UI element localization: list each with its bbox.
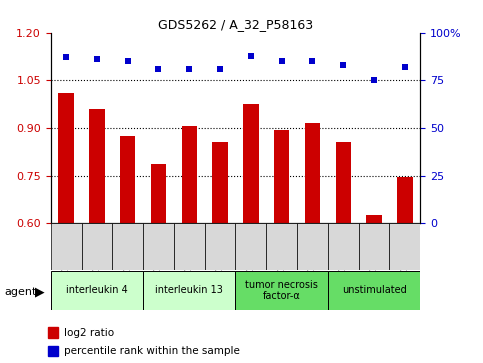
Title: GDS5262 / A_32_P58163: GDS5262 / A_32_P58163 bbox=[158, 19, 313, 32]
Bar bbox=[174, 223, 205, 270]
Bar bbox=[89, 109, 105, 223]
Text: interleukin 13: interleukin 13 bbox=[156, 285, 223, 295]
Point bbox=[247, 53, 255, 58]
Bar bbox=[58, 93, 74, 223]
Bar bbox=[151, 164, 166, 223]
Bar bbox=[213, 142, 228, 223]
Point bbox=[185, 66, 193, 72]
Bar bbox=[143, 223, 174, 270]
Point bbox=[124, 58, 131, 64]
Point bbox=[62, 54, 70, 60]
Bar bbox=[366, 215, 382, 223]
Bar bbox=[243, 104, 258, 223]
Bar bbox=[82, 223, 112, 270]
Bar bbox=[305, 123, 320, 223]
Bar bbox=[358, 223, 389, 270]
Point bbox=[370, 77, 378, 83]
Bar bbox=[48, 327, 58, 338]
Bar bbox=[236, 223, 266, 270]
Text: interleukin 4: interleukin 4 bbox=[66, 285, 128, 295]
Bar bbox=[112, 223, 143, 270]
Bar bbox=[266, 223, 297, 270]
Bar bbox=[397, 177, 412, 223]
Bar bbox=[143, 271, 236, 310]
Bar bbox=[182, 126, 197, 223]
Bar bbox=[336, 142, 351, 223]
Bar bbox=[51, 223, 82, 270]
Bar bbox=[120, 136, 135, 223]
Point bbox=[309, 58, 316, 64]
Point bbox=[93, 56, 101, 62]
Bar bbox=[51, 271, 143, 310]
Bar bbox=[274, 130, 289, 223]
Bar bbox=[205, 223, 236, 270]
Point bbox=[216, 66, 224, 72]
Text: agent: agent bbox=[5, 287, 37, 297]
Text: unstimulated: unstimulated bbox=[341, 285, 406, 295]
Point bbox=[278, 58, 285, 64]
Text: log2 ratio: log2 ratio bbox=[64, 328, 114, 338]
Text: ▶: ▶ bbox=[35, 286, 44, 299]
Point bbox=[155, 66, 162, 72]
Bar bbox=[297, 223, 328, 270]
Bar bbox=[236, 271, 328, 310]
Bar bbox=[48, 346, 58, 356]
Text: percentile rank within the sample: percentile rank within the sample bbox=[64, 346, 240, 356]
Point bbox=[401, 64, 409, 70]
Bar bbox=[389, 223, 420, 270]
Bar bbox=[328, 223, 358, 270]
Bar bbox=[328, 271, 420, 310]
Text: tumor necrosis
factor-α: tumor necrosis factor-α bbox=[245, 280, 318, 301]
Point bbox=[340, 62, 347, 68]
